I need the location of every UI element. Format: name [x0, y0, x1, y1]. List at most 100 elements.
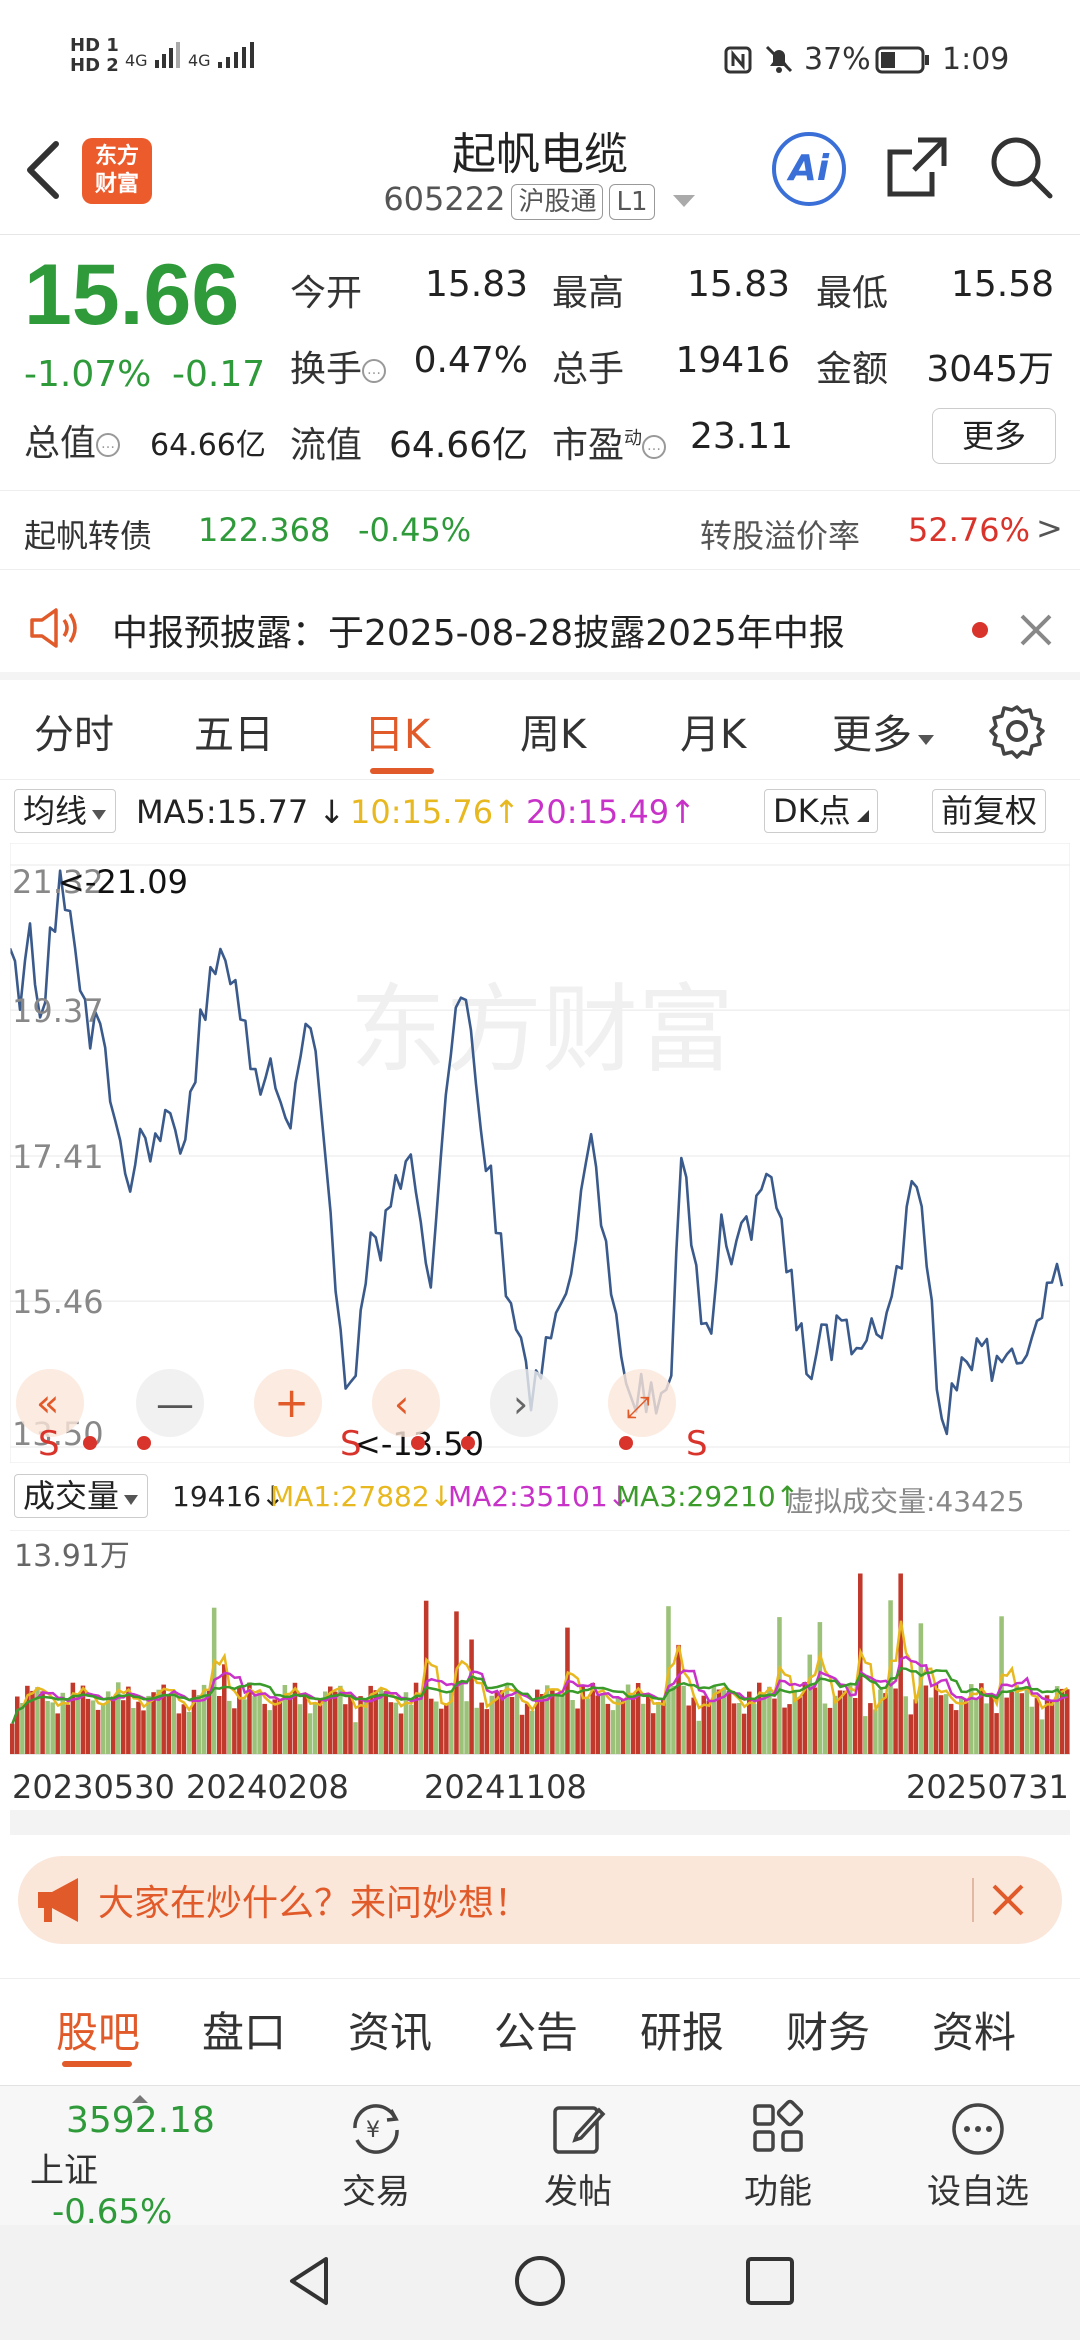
volume-bar — [984, 1703, 989, 1754]
total-value-label[interactable]: 总值… — [24, 414, 121, 466]
notice-bar[interactable]: 中报预披露：于2025-08-28披露2025年中报 — [0, 580, 1080, 680]
ai-assistant-button[interactable]: Ai — [772, 132, 846, 206]
gear-icon[interactable] — [988, 702, 1046, 760]
low-label: 最低 — [816, 273, 889, 314]
fullscreen-icon[interactable]: ⤢ — [626, 1390, 650, 1425]
date-label-3: 20241108 — [424, 1768, 587, 1806]
volume-bar — [994, 1713, 999, 1754]
pe-label[interactable]: 市盈动… — [552, 416, 667, 468]
total-value: 64.66亿 — [150, 428, 266, 463]
volume-bar — [60, 1692, 66, 1754]
more-button[interactable]: 更多 — [932, 408, 1056, 464]
volume-bar — [959, 1697, 964, 1754]
search-icon[interactable] — [988, 134, 1054, 200]
tab-more[interactable]: 更多 — [832, 702, 936, 760]
volume-bar — [302, 1693, 308, 1754]
volume-bar — [509, 1697, 515, 1754]
tab-research[interactable]: 研报 — [640, 2008, 725, 2057]
ma10-text: 10:15.76 — [350, 793, 494, 831]
dk-point-button[interactable]: DK点 — [764, 789, 878, 833]
volume-bar — [974, 1698, 979, 1754]
post-label: 发帖 — [544, 2172, 612, 2212]
volume-bar — [75, 1696, 81, 1754]
volume-bar — [353, 1722, 358, 1754]
amount-label: 金额 — [816, 349, 889, 390]
vol-ma1-text: MA1:27882 — [270, 1480, 430, 1513]
trade-button[interactable]: ¥ 交易 — [306, 2098, 446, 2213]
dropdown-triangle-icon[interactable] — [671, 191, 697, 211]
scroll-left-icon[interactable]: ‹ — [394, 1382, 409, 1426]
volume-bar — [297, 1704, 303, 1754]
stock-code-line[interactable]: 605222 沪股通 L1 — [0, 180, 1080, 220]
volume-bar — [651, 1713, 656, 1754]
info-icon[interactable]: … — [96, 433, 121, 457]
volume-bar — [35, 1687, 40, 1754]
high-value: 15.83 — [686, 264, 790, 305]
post-button[interactable]: 发帖 — [508, 2098, 648, 2213]
ma-selector[interactable]: 均线 — [14, 789, 117, 833]
volume-bar — [908, 1714, 914, 1754]
volume-bar — [842, 1690, 848, 1754]
ask-ai-banner[interactable]: 大家在炒什么？来问妙想！ — [18, 1856, 1062, 1944]
adjust-button[interactable]: 前复权 — [932, 789, 1047, 833]
volume-bar — [484, 1709, 490, 1754]
info-icon[interactable]: … — [642, 435, 667, 459]
zoom-out-bg — [136, 1369, 204, 1437]
volume-bar — [55, 1713, 60, 1754]
turnover-label[interactable]: 换手… — [290, 340, 387, 392]
volume-bar — [964, 1699, 969, 1754]
volume-bar — [747, 1691, 752, 1754]
close-icon[interactable] — [990, 1882, 1026, 1918]
volume-bar — [969, 1684, 974, 1754]
tab-five-day[interactable]: 五日 — [194, 712, 274, 758]
tab-financials[interactable]: 财务 — [786, 2008, 871, 2057]
volume-bar — [878, 1689, 883, 1754]
volume-bar — [1039, 1719, 1045, 1754]
vol-ma3-line — [11, 1666, 1068, 1725]
volume-selector[interactable]: 成交量 — [14, 1474, 149, 1518]
functions-button[interactable]: 功能 — [708, 2098, 848, 2213]
tab-intraday[interactable]: 分时 — [34, 712, 114, 758]
scroll-right-icon[interactable]: › — [513, 1382, 528, 1426]
price-axis-label: 15.46 — [12, 1283, 104, 1321]
tab-profile[interactable]: 资料 — [932, 2008, 1017, 2057]
nav-recents-icon[interactable] — [742, 2253, 798, 2309]
volume-bar — [590, 1682, 596, 1754]
volume-bar — [1024, 1685, 1030, 1754]
volume-bar — [595, 1695, 601, 1754]
nav-back-icon[interactable] — [282, 2253, 338, 2309]
info-icon[interactable]: … — [362, 359, 387, 383]
tab-announcements[interactable]: 公告 — [494, 2008, 579, 2057]
volume-bar — [70, 1682, 76, 1754]
index-widget[interactable]: 3592.18 上证 -0.65% — [30, 2095, 250, 2232]
stock-code: 605222 — [383, 180, 506, 218]
change-percent: -1.07% — [24, 354, 152, 395]
volume-chart[interactable]: 13.91万 20230530 20240208 20241108 202507… — [10, 1530, 1070, 1835]
volume-bar — [893, 1688, 898, 1754]
fast-back-icon[interactable]: « — [36, 1381, 59, 1425]
tab-forum[interactable]: 股吧 — [56, 2008, 141, 2057]
tab-monthly-k[interactable]: 月K — [680, 712, 747, 758]
zoom-out-icon[interactable]: — — [156, 1382, 194, 1426]
zoom-in-icon[interactable]: + — [274, 1378, 309, 1427]
back-arrow-icon[interactable] — [20, 138, 64, 202]
tab-daily-k[interactable]: 日K — [364, 712, 431, 758]
tab-news[interactable]: 资讯 — [348, 2008, 433, 2057]
close-icon[interactable] — [1018, 612, 1054, 648]
ask-banner-text: 大家在炒什么？来问妙想！ — [98, 1883, 531, 1924]
dropdown-triangle-icon — [918, 735, 934, 745]
share-icon[interactable] — [884, 134, 950, 200]
tab-weekly-k[interactable]: 周K — [520, 712, 587, 758]
volume-bar — [85, 1698, 91, 1754]
volume-bar — [646, 1694, 651, 1754]
convertible-bond-row[interactable]: 起帆转债 122.368 -0.45% 转股溢价率 52.76% > — [0, 490, 1080, 570]
volume-bar — [186, 1712, 192, 1754]
volume-bar — [136, 1701, 141, 1754]
volume-bar — [691, 1697, 696, 1754]
volume-bar — [1049, 1699, 1055, 1754]
tab-order-book[interactable]: 盘口 — [202, 2008, 287, 2057]
volume-bar — [181, 1704, 187, 1754]
nav-home-icon[interactable] — [512, 2253, 568, 2309]
add-watchlist-button[interactable]: 设自选 — [908, 2098, 1048, 2213]
